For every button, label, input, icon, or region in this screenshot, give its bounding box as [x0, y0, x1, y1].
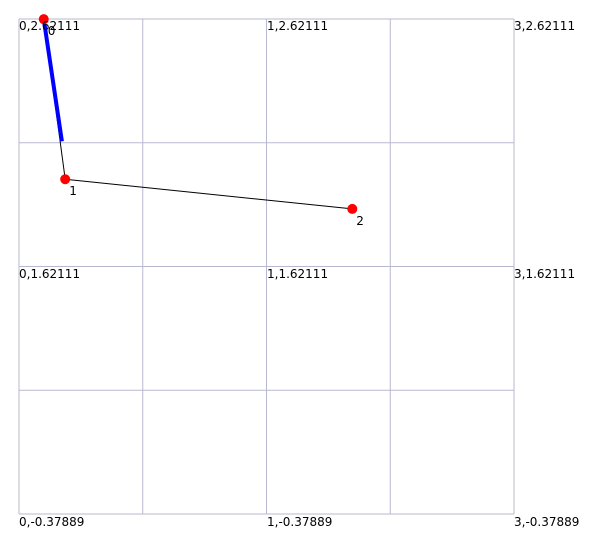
corner-label-top-left: 0,2.62111	[19, 19, 80, 33]
node-labels: 0 1 2	[48, 24, 364, 228]
corner-label-bottom-mid: 1,-0.37889	[267, 515, 332, 529]
corner-label-mid-right: 3,1.62111	[514, 267, 575, 281]
node-2	[347, 203, 358, 214]
node-1	[60, 174, 71, 185]
corner-label-bottom-right: 3,-0.37889	[514, 515, 579, 529]
corner-label-mid-left: 0,1.62111	[19, 267, 80, 281]
highlight-segment-group	[41, 18, 64, 142]
node-label-0: 0	[48, 24, 56, 38]
corner-label-bottom-left: 0,-0.37889	[19, 515, 84, 529]
edges	[43, 19, 353, 210]
node-0	[38, 14, 49, 25]
highlight-segment	[41, 18, 64, 142]
node-label-1: 1	[69, 184, 77, 198]
corner-label-mid-mid: 1,1.62111	[267, 267, 328, 281]
corner-label-top-right: 3,2.62111	[514, 19, 575, 33]
corner-label-top-mid: 1,2.62111	[267, 19, 328, 33]
node-label-2: 2	[356, 214, 364, 228]
edge-1-2	[65, 178, 353, 210]
nodes	[38, 14, 358, 214]
grid	[18, 18, 515, 515]
